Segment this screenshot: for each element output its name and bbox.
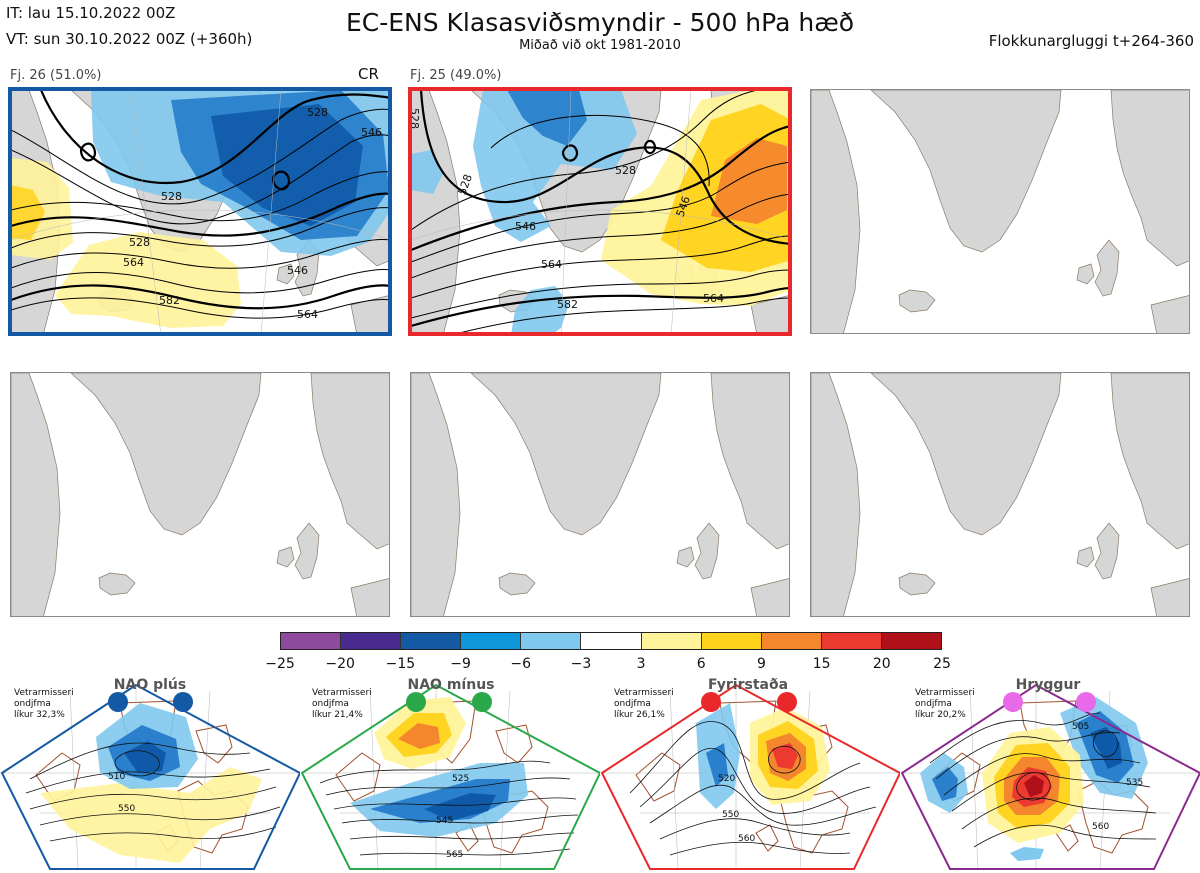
contour-label: 520 [718, 774, 735, 784]
cluster-1-label: Fj. 26 (51.0%) [10, 68, 102, 83]
regime-marker [701, 692, 721, 712]
contour-label: 564 [123, 256, 144, 269]
cluster-map-2: 528 528 546 546 564 582 564 528 [410, 89, 790, 334]
regime-map-ridge: 505 535 560 [900, 683, 1200, 870]
empty-map-4 [10, 372, 390, 617]
anomaly-colorbar [280, 632, 942, 650]
contour-label: 545 [436, 816, 453, 826]
contour-label: 546 [287, 264, 308, 277]
contour-label: 528 [615, 164, 636, 177]
chart-title: EC-ENS Klasasviðsmyndir - 500 hPa hæð [345, 8, 855, 37]
colorbar-segment [700, 633, 761, 649]
contour-label: 528 [456, 172, 475, 196]
colorbar-tick-label: −6 [510, 656, 532, 672]
contour-label: 560 [1092, 822, 1109, 832]
colorbar-segment [281, 633, 341, 649]
contour-label: 564 [703, 292, 724, 305]
colorbar-segment [760, 633, 821, 649]
colorbar-segment [880, 633, 942, 649]
contour-label: 528 [307, 106, 328, 119]
colorbar-segment [400, 633, 461, 649]
regime-map-nao-minus: 525 545 565 [300, 683, 600, 870]
contour-label: 564 [541, 258, 562, 271]
colorbar-segment [580, 633, 641, 649]
contour-label: 582 [557, 298, 578, 311]
regime-note-nao-plus: Vetrarmisseri ondjfma líkur 32,3% [14, 688, 74, 720]
contour-label: 560 [738, 834, 755, 844]
regime-marker [108, 692, 128, 712]
contour-label: 582 [159, 294, 180, 307]
empty-map-6 [810, 372, 1190, 617]
regime-marker [1076, 692, 1096, 712]
contour-label: 550 [722, 810, 739, 820]
regime-marker [472, 692, 492, 712]
regime-title-blocking: Fyrirstaða [707, 677, 789, 693]
regime-title-nao-plus: NAO plús [113, 677, 187, 693]
init-time: IT: lau 15.10.2022 00Z [6, 4, 176, 22]
contour-label: 550 [118, 804, 135, 814]
colorbar-segment [340, 633, 401, 649]
cluster-1-tag: CR [358, 65, 379, 83]
colorbar-tick-label: 25 [933, 656, 951, 672]
contour-label: 528 [161, 190, 182, 203]
colorbar-tick-label: 3 [636, 656, 646, 672]
regime-marker [1003, 692, 1023, 712]
cluster-2-label: Fj. 25 (49.0%) [410, 68, 502, 83]
colorbar-segment [520, 633, 581, 649]
regime-marker [777, 692, 797, 712]
regime-marker [173, 692, 193, 712]
contour-label: 535 [1126, 778, 1143, 788]
colorbar-segment [640, 633, 701, 649]
colorbar-tick-label: −25 [265, 656, 295, 672]
colorbar-tick-label: 6 [696, 656, 706, 672]
colorbar-tick-label: −15 [385, 656, 416, 672]
colorbar-tick-label: 20 [872, 656, 891, 672]
colorbar-segment [460, 633, 521, 649]
empty-map-3 [810, 89, 1190, 334]
colorbar-tick-label: −3 [570, 656, 592, 672]
contour-label: 510 [108, 772, 125, 782]
contour-label: 546 [361, 126, 382, 139]
regime-title-ridge: Hryggur [1015, 677, 1081, 693]
valid-time: VT: sun 30.10.2022 00Z (+360h) [6, 30, 253, 48]
regime-title-nao-minus: NAO mínus [407, 677, 495, 693]
contour-label: 525 [452, 774, 469, 784]
regime-note-blocking: Vetrarmisseri ondjfma líkur 26,1% [614, 688, 674, 720]
regime-note-nao-minus: Vetrarmisseri ondjfma líkur 21,4% [312, 688, 372, 720]
contour-label: 546 [515, 220, 536, 233]
colorbar-tick-label: 9 [756, 656, 766, 672]
cluster-map-1: 528 546 528 564 546 582 564 528 [10, 89, 390, 334]
contour-label: 565 [446, 850, 463, 860]
regime-note-ridge: Vetrarmisseri ondjfma líkur 20,2% [915, 688, 975, 720]
colorbar-tick-label: −9 [450, 656, 471, 672]
regime-marker [406, 692, 426, 712]
colorbar-tick-label: −20 [325, 656, 355, 672]
chart-subtitle: Miðað við okt 1981-2010 [519, 38, 681, 53]
contour-label: 505 [1072, 722, 1089, 732]
contour-label: 528 [129, 236, 150, 249]
contour-label: 564 [297, 308, 318, 321]
colorbar-segment [820, 633, 881, 649]
classification-window: Flokkunargluggi t+264-360 [988, 32, 1194, 50]
colorbar-tick-label: 15 [812, 656, 831, 672]
empty-map-5 [410, 372, 790, 617]
contour-label: 528 [411, 108, 421, 129]
